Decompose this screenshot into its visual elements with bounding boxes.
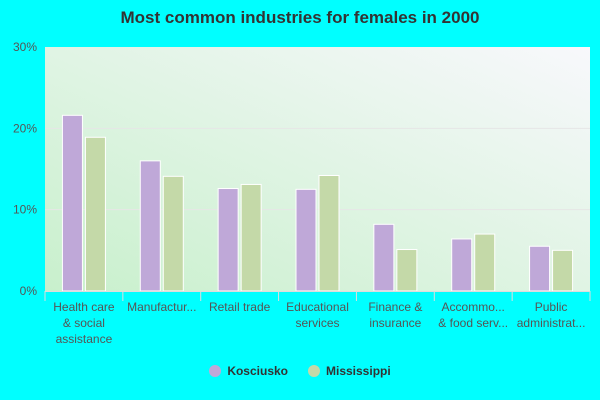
bar-mississippi [318, 175, 340, 292]
plot-area [45, 47, 590, 291]
bar-mississippi [474, 233, 496, 292]
x-tick-label: Educational [286, 300, 349, 314]
legend-swatch [209, 365, 222, 377]
bar-mississippi [396, 249, 418, 292]
legend-label: Mississippi [326, 364, 391, 378]
bar-kosciusko [139, 160, 161, 292]
x-tick-label: administrat... [517, 316, 586, 330]
x-tick-label: Retail trade [209, 300, 271, 314]
legend: Kosciusko Mississippi [0, 364, 600, 378]
x-tick-label: Health care [53, 300, 115, 314]
x-tick-label: Finance & [368, 300, 422, 314]
legend-swatch [308, 365, 320, 377]
x-tick-label: Accommo... [442, 300, 505, 314]
x-tick-label: services [295, 316, 339, 330]
x-tick-label: Manufactur... [127, 300, 196, 314]
x-tick-label: & social [63, 316, 105, 330]
x-tick-label: insurance [369, 316, 421, 330]
legend-item: Kosciusko [209, 364, 288, 378]
x-tick-label: Public [535, 300, 568, 314]
x-tick-label: assistance [56, 332, 113, 346]
legend-label: Kosciusko [227, 364, 288, 378]
y-tick-label: 20% [13, 121, 37, 135]
y-tick-label: 10% [13, 203, 37, 217]
bar-mississippi [552, 249, 574, 292]
x-tick-label: & food serv... [438, 316, 508, 330]
y-tick-label: 30% [13, 40, 37, 54]
bar-kosciusko [373, 223, 395, 292]
bar-kosciusko [217, 188, 239, 292]
bar-kosciusko [61, 114, 83, 292]
chart-title: Most common industries for females in 20… [120, 8, 480, 27]
y-tick-label: 0% [20, 284, 38, 298]
legend-item: Mississippi [308, 364, 391, 378]
bar-mississippi [240, 183, 262, 292]
bar-mississippi [162, 175, 184, 292]
bar-kosciusko [451, 238, 473, 292]
bar-kosciusko [295, 188, 317, 292]
bar-mississippi [84, 136, 106, 292]
bar-kosciusko [529, 245, 551, 292]
